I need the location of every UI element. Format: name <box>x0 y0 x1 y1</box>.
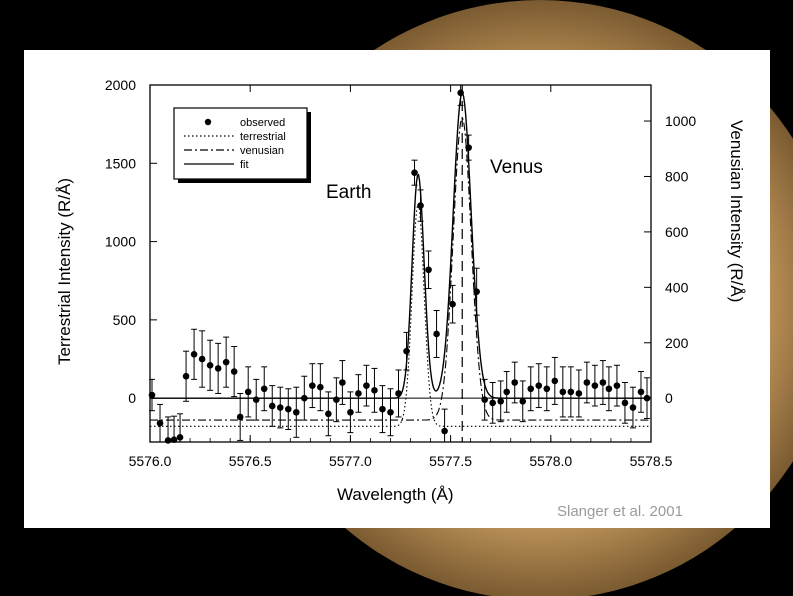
observed-point <box>260 385 268 393</box>
observed-point <box>333 396 340 404</box>
observed-point <box>489 399 496 407</box>
y2-tick-label: 400 <box>665 279 689 295</box>
observed-point <box>284 405 292 413</box>
observed-point <box>599 379 607 386</box>
legend-label-terrestrial: terrestrial <box>240 131 286 143</box>
observed-point <box>347 408 354 416</box>
observed-point <box>371 387 378 394</box>
observed-point <box>551 377 559 385</box>
observed-point <box>325 410 332 418</box>
observed-point <box>583 379 591 386</box>
y-axis-label-venusian: Venusian Intensity (R/Å) <box>727 120 746 303</box>
observed-point <box>355 390 362 397</box>
credit-text: Slanger et al. 2001 <box>557 503 683 520</box>
observed-point <box>176 434 184 441</box>
observed-point <box>268 402 276 410</box>
observed-point <box>629 404 637 411</box>
observed-point <box>567 388 575 396</box>
observed-point <box>543 385 551 393</box>
observed-point <box>222 358 230 366</box>
observed-point <box>244 388 252 396</box>
observed-point <box>497 397 505 405</box>
observed-point <box>417 202 424 209</box>
y-tick-label: 1000 <box>105 234 136 250</box>
y2-tick-label: 1000 <box>665 113 696 129</box>
legend-label-fit: fit <box>240 159 249 171</box>
observed-point <box>236 413 244 421</box>
x-axis-label: Wavelength (Å) <box>337 485 454 504</box>
observed-point <box>473 288 480 295</box>
observed-point <box>425 266 432 274</box>
observed-point <box>605 385 613 393</box>
y-tick-label: 2000 <box>105 77 136 93</box>
observed-point <box>156 419 164 427</box>
observed-point <box>292 408 300 416</box>
observed-point <box>214 365 222 372</box>
observed-point <box>170 436 178 443</box>
x-tick-label: 5578.0 <box>529 453 572 469</box>
observed-point <box>575 390 583 397</box>
chart-legend: observed terrestrial venusian fit <box>173 107 311 183</box>
observed-point <box>403 347 410 355</box>
chart-panel <box>24 50 770 528</box>
observed-point <box>363 382 370 389</box>
venus-annotation: Venus <box>490 157 543 178</box>
legend-box <box>173 107 308 180</box>
observed-point <box>559 388 567 396</box>
observed-point <box>198 355 206 363</box>
observed-point <box>339 379 346 386</box>
x-tick-label: 5578.5 <box>630 453 673 469</box>
observed-point <box>441 427 448 435</box>
y2-tick-label: 800 <box>665 168 689 184</box>
observed-point <box>395 390 402 397</box>
observed-point <box>252 396 260 404</box>
observed-point <box>230 368 238 375</box>
earth-annotation: Earth <box>326 182 372 203</box>
observed-point <box>411 169 418 176</box>
observed-point <box>301 394 308 402</box>
observed-point <box>481 396 488 404</box>
series-venusian-line <box>150 117 651 421</box>
legend-label-venusian: venusian <box>240 145 284 157</box>
observed-point <box>465 144 472 151</box>
y-axis-label-terrestrial: Terrestrial Intensity (R/Å) <box>55 177 74 365</box>
x-tick-label: 5576.5 <box>229 453 272 469</box>
observed-point <box>309 382 316 389</box>
y-tick-label: 1500 <box>105 155 136 171</box>
y-tick-label: 500 <box>113 312 137 328</box>
legend-swatch-observed <box>204 118 212 126</box>
observed-point <box>519 397 527 405</box>
observed-point <box>317 383 324 391</box>
observed-point <box>190 351 198 358</box>
observed-point <box>503 388 511 396</box>
y-tick-label: 0 <box>128 390 136 406</box>
plot-frame <box>149 84 652 443</box>
observed-point <box>535 382 543 389</box>
observed-point <box>148 391 156 399</box>
observed-point <box>527 385 535 393</box>
series-terrestrial-line <box>150 203 651 427</box>
observed-point <box>637 388 645 396</box>
y2-tick-label: 200 <box>665 335 689 351</box>
observed-point <box>449 300 456 308</box>
observed-point <box>591 382 599 389</box>
observed-point <box>182 372 190 380</box>
legend-label-observed: observed <box>240 117 285 129</box>
observed-point <box>206 361 214 369</box>
observed-point <box>276 404 284 411</box>
x-tick-label: 5577.5 <box>429 453 472 469</box>
observed-point <box>433 330 440 338</box>
observed-point <box>457 89 464 97</box>
y2-tick-label: 600 <box>665 224 689 240</box>
observed-point <box>379 405 386 413</box>
y2-tick-label: 0 <box>665 390 673 406</box>
observed-point <box>613 382 621 389</box>
observed-point <box>387 408 394 416</box>
observed-point <box>621 399 629 407</box>
observed-point <box>511 379 519 386</box>
x-tick-label: 5577.0 <box>329 453 372 469</box>
x-tick-label: 5576.0 <box>129 453 172 469</box>
